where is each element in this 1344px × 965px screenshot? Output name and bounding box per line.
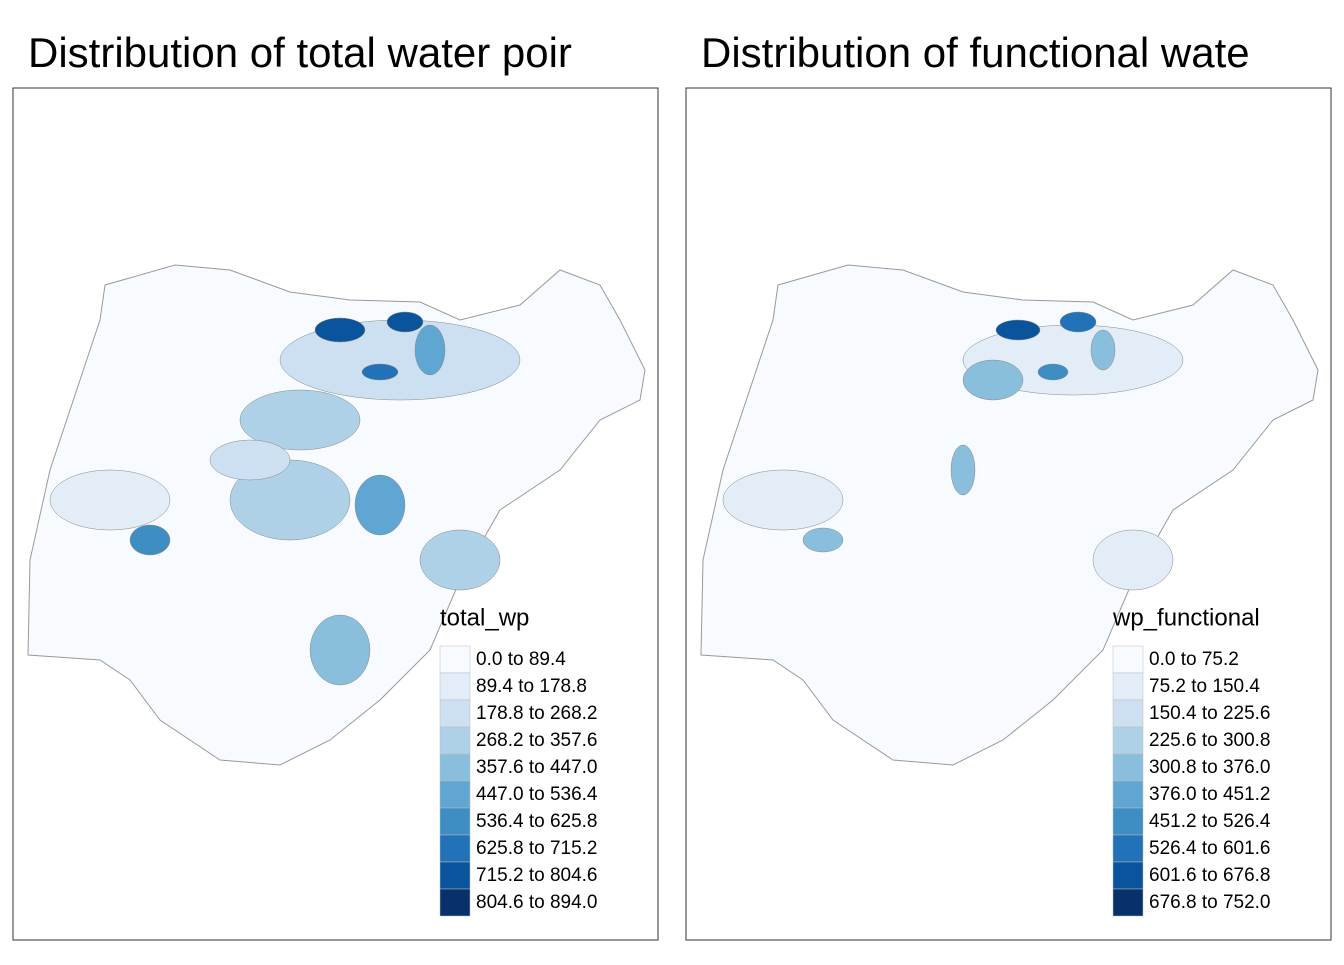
legend-swatch [1112, 807, 1144, 836]
region [1092, 529, 1174, 591]
map-panel: Distribution of functional wate wp_functi… [685, 29, 1332, 941]
legend-label: 715.2 to 804.6 [476, 865, 598, 886]
legend-label: 451.2 to 526.4 [1149, 811, 1271, 832]
legend-label: 300.8 to 376.0 [1149, 757, 1271, 778]
region [950, 444, 976, 496]
region [1037, 363, 1069, 381]
region [386, 311, 424, 333]
region [1090, 329, 1116, 371]
legend-title: total_wp [440, 604, 529, 631]
legend-swatch [1112, 699, 1144, 728]
region [1059, 311, 1097, 333]
legend-swatch [439, 888, 471, 917]
legend-label: 268.2 to 357.6 [476, 730, 598, 751]
region [314, 317, 366, 343]
legend-swatch [1112, 780, 1144, 809]
country-outline [700, 264, 1319, 766]
map-title: Distribution of functional wate [701, 29, 1250, 76]
region [995, 319, 1041, 341]
region [361, 363, 399, 381]
legend-swatch [439, 861, 471, 890]
region [414, 324, 446, 376]
legend-swatch [439, 780, 471, 809]
legend-swatch [1112, 645, 1144, 674]
legend-swatch [1112, 753, 1144, 782]
legend-label: 601.6 to 676.8 [1149, 865, 1271, 886]
legend-swatch [439, 645, 471, 674]
map-title: Distribution of total water poir [28, 29, 572, 76]
legend-label: 0.0 to 89.4 [476, 649, 566, 670]
legend-label: 625.8 to 715.2 [476, 838, 598, 859]
panel-frame [12, 87, 659, 941]
legend-swatch [439, 699, 471, 728]
region [309, 614, 371, 686]
legend-label: 447.0 to 536.4 [476, 784, 598, 805]
panel-frame [685, 87, 1332, 941]
region [962, 359, 1024, 401]
legend-label: 150.4 to 225.6 [1149, 703, 1271, 724]
legend-swatch [439, 672, 471, 701]
legend-label: 75.2 to 150.4 [1149, 676, 1260, 697]
legend-swatch [439, 834, 471, 863]
legend-swatch [1112, 888, 1144, 917]
legend-label: 536.4 to 625.8 [476, 811, 598, 832]
legend-title: wp_functional [1112, 604, 1260, 631]
legend-label: 676.8 to 752.0 [1149, 892, 1271, 913]
legend-swatch [1112, 672, 1144, 701]
legend-label: 89.4 to 178.8 [476, 676, 587, 697]
legend-label: 526.4 to 601.6 [1149, 838, 1271, 859]
legend-label: 225.6 to 300.8 [1149, 730, 1271, 751]
legend-label: 804.6 to 894.0 [476, 892, 598, 913]
legend-label: 376.0 to 451.2 [1149, 784, 1271, 805]
legend-swatch [1112, 861, 1144, 890]
region [129, 524, 171, 556]
legend-label: 0.0 to 75.2 [1149, 649, 1239, 670]
region [239, 389, 361, 451]
region [49, 469, 171, 531]
legend-swatch [439, 726, 471, 755]
legend-swatch [1112, 726, 1144, 755]
legend-swatch [439, 753, 471, 782]
region [419, 529, 501, 591]
region [354, 474, 406, 536]
legend-label: 357.6 to 447.0 [476, 757, 598, 778]
legend-swatch [1112, 834, 1144, 863]
map-panel: Distribution of total water poir total_wp… [12, 29, 659, 941]
legend-label: 178.8 to 268.2 [476, 703, 598, 724]
region [802, 527, 844, 553]
legend-swatch [439, 807, 471, 836]
region [209, 439, 291, 481]
region [722, 469, 844, 531]
